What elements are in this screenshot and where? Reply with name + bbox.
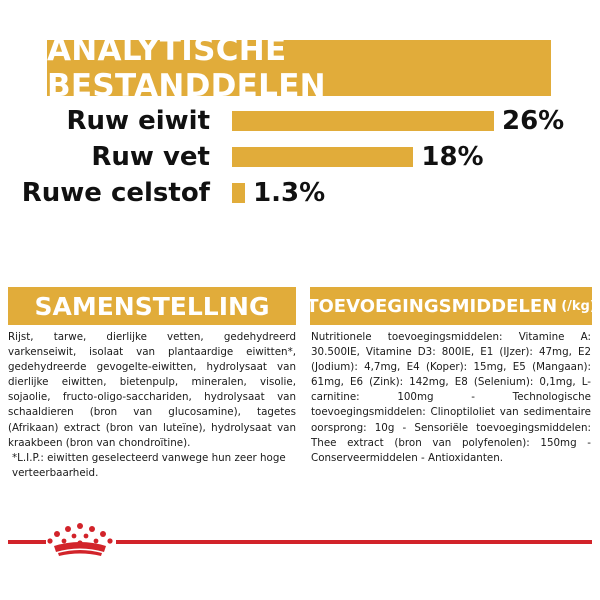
composition-body: Rijst, tarwe, dierlijke vetten, gedehydr…	[8, 330, 296, 481]
nutrient-bar	[232, 183, 246, 203]
row-label-box: Ruw eiwit	[20, 103, 210, 139]
composition-header: SAMENSTELLING	[8, 287, 296, 325]
nutrient-label: Ruw vet	[91, 142, 210, 172]
analytical-banner: ANALYTISCHE BESTANDDELEN	[47, 32, 551, 104]
nutrient-label: Ruw eiwit	[66, 106, 210, 136]
analytical-title: ANALYTISCHE BESTANDDELEN	[47, 32, 326, 104]
additives-title: TOEVOEGINGSMIDDELEN	[310, 295, 558, 317]
nutrient-bar	[232, 111, 494, 131]
nutrient-value: 18%	[421, 142, 484, 172]
footer-line-left	[8, 540, 46, 544]
additives-text: Nutritionele toevoegingsmiddelen: Vitami…	[311, 331, 591, 464]
nutrient-label: Ruwe celstof	[21, 178, 210, 208]
nutrient-value: 1.3%	[253, 178, 326, 208]
row-label-box: Ruw vet	[20, 139, 210, 175]
row-label-box: Ruwe celstof	[20, 175, 210, 211]
additives-unit: (/kg)	[561, 298, 592, 314]
composition-text: Rijst, tarwe, dierlijke vetten, gedehydr…	[8, 331, 296, 449]
additives-body: Nutritionele toevoegingsmiddelen: Vitami…	[311, 330, 591, 466]
crown-icon	[47, 523, 113, 556]
composition-note: *L.I.P.: eiwitten geselecteerd vanwege h…	[12, 451, 286, 479]
additives-header: TOEVOEGINGSMIDDELEN (/kg)	[310, 287, 592, 325]
nutrient-bar	[232, 147, 414, 167]
footer-line-right	[116, 540, 592, 544]
composition-title: SAMENSTELLING	[34, 291, 270, 321]
nutrient-value: 26%	[502, 106, 565, 136]
